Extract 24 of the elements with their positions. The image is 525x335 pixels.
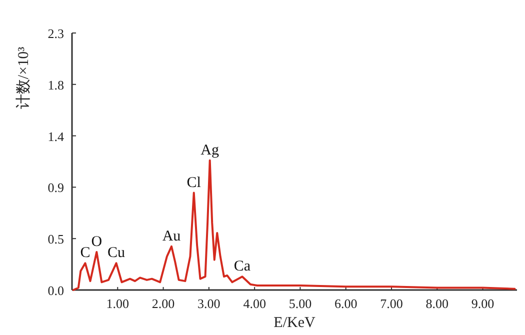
y-tick-label: 0.0: [48, 283, 64, 298]
y-tick-label: 1.4: [48, 128, 64, 144]
y-tick-label: 2.3: [48, 26, 64, 41]
annotation: Cu: [108, 245, 126, 262]
annotation: O: [91, 234, 102, 250]
annotation: Au: [162, 228, 182, 244]
x-tick-label: 3.00: [198, 296, 220, 311]
y-tick-label: 0.5: [48, 232, 64, 247]
x-tick-label: 9.00: [471, 296, 494, 311]
x-tick-label: 4.00: [243, 296, 266, 311]
x-tick-label: 6.00: [334, 296, 358, 311]
y-tick-label: 1.8: [48, 77, 64, 92]
annotation: Ca: [234, 258, 251, 275]
annotation: Cl: [186, 174, 201, 191]
y-axis-title: 计数/×10³: [15, 46, 32, 110]
y-tick-label: 0.9: [48, 180, 64, 196]
x-axis-title: E/KeV: [274, 315, 316, 331]
x-tick-label: 2.00: [152, 296, 175, 311]
annotation: C: [80, 245, 90, 262]
x-tick-label: 5.00: [288, 296, 312, 311]
x-tick-label: 7.00: [380, 296, 403, 311]
annotation: Ag: [200, 142, 220, 158]
x-tick-label: 8.00: [426, 296, 449, 311]
x-tick-label: 1.00: [106, 296, 130, 311]
